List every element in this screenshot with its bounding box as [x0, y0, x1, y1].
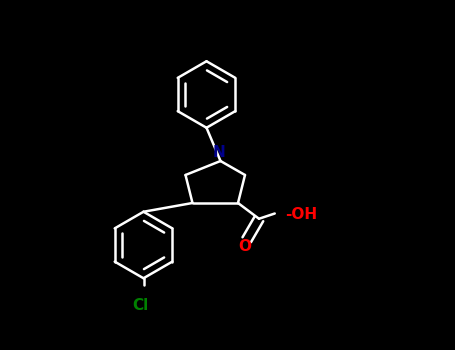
Text: N: N — [212, 145, 225, 160]
Text: O: O — [238, 239, 251, 254]
Text: -OH: -OH — [285, 207, 318, 222]
Text: Cl: Cl — [132, 298, 148, 313]
